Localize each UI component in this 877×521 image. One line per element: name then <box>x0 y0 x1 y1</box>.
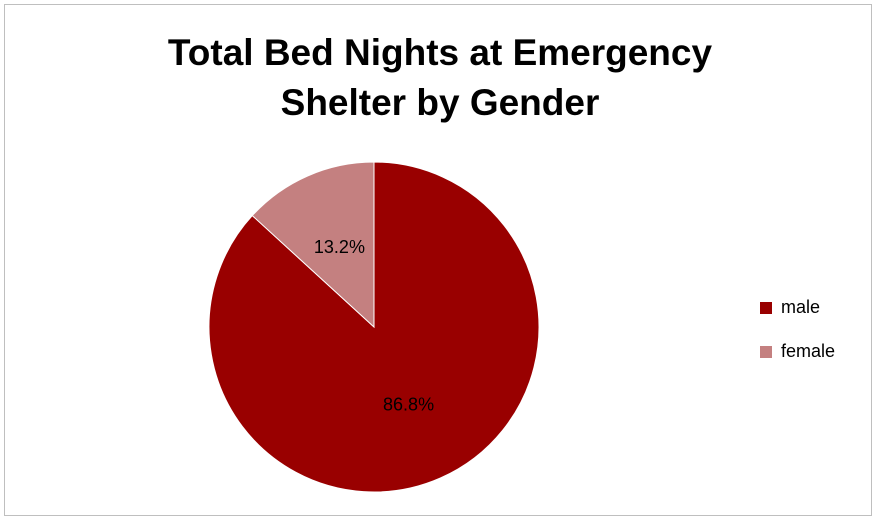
chart-title: Total Bed Nights at Emergency Shelter by… <box>167 32 713 123</box>
data-label: 13.2% <box>314 237 365 257</box>
legend-swatch <box>760 346 772 358</box>
legend-label: male <box>781 297 820 317</box>
legend-label: female <box>781 341 835 361</box>
pie-slice <box>251 161 375 329</box>
data-label: 86.8% <box>383 394 434 414</box>
legend-swatch <box>760 302 772 314</box>
